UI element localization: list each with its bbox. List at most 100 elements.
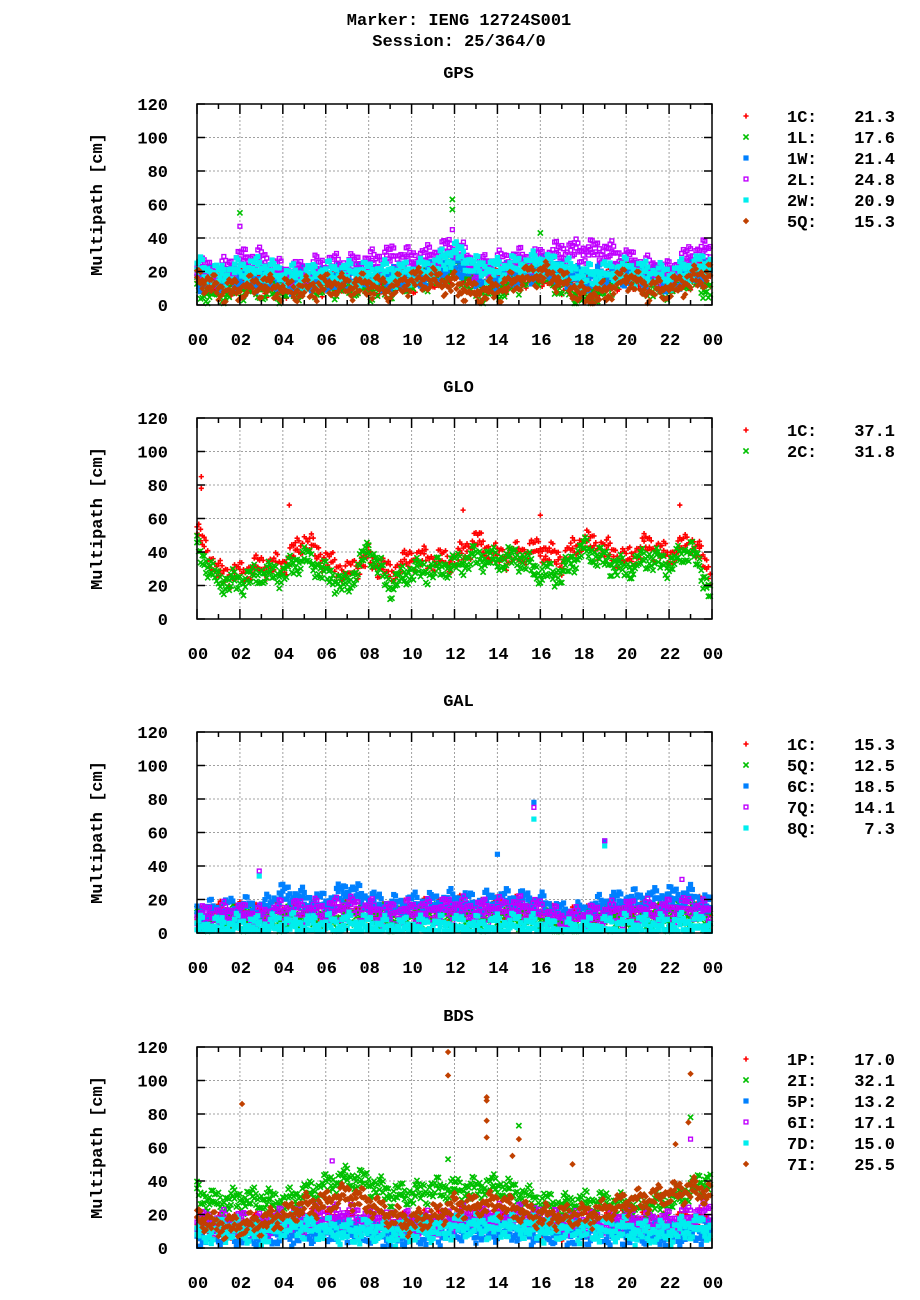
panel-title: GLO (443, 379, 474, 398)
y-tick-label: 0 (158, 298, 168, 317)
legend-value: 15.3 (854, 214, 895, 233)
legend-marker-icon (743, 155, 749, 161)
data-point-2W (573, 266, 579, 272)
outlier-point-1C (677, 502, 683, 508)
data-point-2L (609, 238, 615, 244)
data-point-2W (475, 253, 481, 260)
legend-series-name: 1L (787, 130, 807, 149)
legend-series-name: 1C (787, 423, 807, 442)
x-tick-label: 00 (703, 332, 723, 351)
legend-marker-icon (743, 176, 749, 182)
data-points (193, 196, 714, 307)
outlier-point-1L (537, 229, 544, 237)
data-point-2W (471, 258, 477, 264)
legend: 1C:21.31L:17.61W:21.42L:24.82W:20.95Q:15… (742, 109, 895, 233)
outlier-point-2L (449, 227, 455, 233)
data-point-2L (611, 243, 617, 249)
data-point-2W (240, 261, 247, 267)
outlier-point-1C (198, 485, 204, 491)
x-tick-label: 18 (574, 646, 594, 665)
y-tick-label: 40 (148, 231, 168, 250)
data-point-2W (348, 261, 354, 267)
x-tick-label: 10 (402, 332, 422, 351)
data-point-2W (623, 256, 629, 262)
data-point-2L (335, 256, 341, 262)
y-axis-label: Multipath [cm] (89, 761, 108, 904)
data-point-2W (255, 253, 261, 260)
x-tick-label: 22 (660, 646, 680, 665)
data-point-2W (664, 266, 670, 272)
data-point-1L (261, 294, 269, 301)
y-tick-label: 40 (148, 545, 168, 564)
data-point-2L (256, 244, 263, 250)
legend-series-name: 1C (787, 109, 807, 128)
legend-value: 21.4 (854, 151, 895, 170)
legend-item-2L: 2L:24.8 (743, 172, 895, 191)
y-tick-label: 120 (137, 97, 168, 116)
data-point-2W (333, 267, 340, 273)
chart-title-line2: Session: 25/364/0 (372, 33, 545, 52)
data-point-2L (573, 236, 579, 242)
outlier-point-1C (286, 502, 292, 508)
legend-series-name: 2C (787, 444, 807, 463)
data-point-2W (276, 265, 282, 271)
y-tick-label: 80 (148, 164, 168, 183)
y-tick-label: 60 (148, 512, 168, 531)
data-point-2W (403, 259, 409, 265)
legend-value: 17.6 (854, 130, 895, 149)
data-point-2W (312, 263, 318, 269)
data-point-1L (699, 294, 707, 302)
legend-item-1W: 1W:21.4 (743, 151, 895, 170)
legend-colon: : (807, 109, 817, 128)
x-tick-label: 00 (188, 332, 208, 351)
legend-marker-icon (742, 217, 750, 225)
x-tick-label: 02 (231, 646, 251, 665)
legend-marker-icon (743, 427, 749, 433)
y-tick-label: 100 (137, 131, 168, 150)
data-point-2C (479, 568, 487, 576)
y-tick-label: 0 (158, 612, 168, 631)
data-point-2L (383, 252, 390, 258)
data-point-2L (600, 249, 606, 255)
x-tick-label: 12 (445, 332, 465, 351)
data-point-2W (700, 254, 706, 260)
x-tick-label: 14 (488, 646, 508, 665)
outlier-point-1C (537, 512, 543, 518)
y-axis-label: Multipath [cm] (89, 133, 108, 276)
x-tick-label: 22 (660, 332, 680, 351)
data-point-2W (290, 261, 297, 267)
data-point-2C (276, 585, 283, 592)
x-tick-label: 06 (317, 646, 337, 665)
data-point-2W (389, 265, 395, 272)
data-point-2W (537, 256, 543, 262)
legend: 1C:37.12C:31.8 (742, 423, 895, 463)
legend-series-name: 2L (787, 172, 807, 191)
legend-colon: : (807, 151, 817, 170)
y-tick-label: 100 (137, 445, 168, 464)
legend-colon: : (807, 444, 817, 463)
data-point-2L (221, 253, 227, 260)
data-point-2W (584, 277, 590, 283)
legend-value: 37.1 (854, 423, 895, 442)
data-point-2W (516, 255, 522, 262)
outlier-point-2L (237, 223, 243, 229)
data-point-2L (645, 252, 651, 258)
legend-marker-icon (742, 133, 750, 141)
data-point-2W (425, 260, 431, 267)
legend-marker-icon (743, 113, 749, 119)
data-point-2W (496, 259, 502, 265)
outlier-point-1C (460, 507, 466, 513)
grid (197, 104, 712, 305)
x-tick-label: 16 (531, 646, 551, 665)
data-point-2W (453, 239, 459, 245)
data-point-2L (460, 239, 467, 245)
data-point-2W (235, 257, 241, 263)
data-point-2C (424, 581, 431, 588)
x-tick-label: 20 (617, 646, 637, 665)
data-point-2W (383, 261, 390, 267)
y-tick-label: 120 (137, 411, 168, 430)
x-tick-label: 04 (274, 646, 294, 665)
data-point-2W (367, 261, 374, 267)
legend-item-2W: 2W:20.9 (743, 193, 895, 212)
